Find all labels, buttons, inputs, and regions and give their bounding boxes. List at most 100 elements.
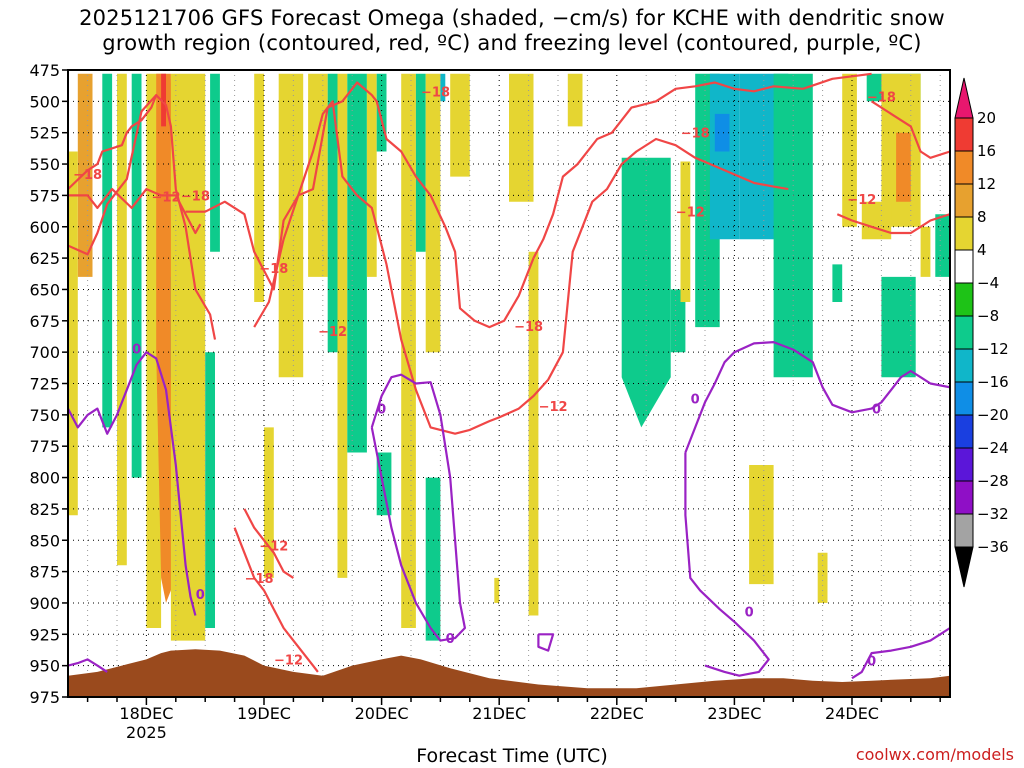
colorbar-segment xyxy=(954,480,974,515)
omega-region xyxy=(440,73,446,102)
omega-region xyxy=(425,477,441,641)
omega-region xyxy=(842,73,857,227)
freezing-level-label: 0 xyxy=(691,393,700,408)
colorbar-segment xyxy=(954,447,974,482)
omega-region xyxy=(714,113,730,152)
omega-region xyxy=(254,73,264,302)
dgz-contour-label: −12 xyxy=(318,325,347,340)
y-tick-label: 850 xyxy=(29,531,60,550)
omega-region xyxy=(680,161,691,302)
omega-region xyxy=(77,73,93,277)
colorbar-segment xyxy=(954,150,974,185)
grid-lines xyxy=(68,70,950,697)
colorbar-label: 20 xyxy=(977,109,996,127)
x-tick-label: 24DEC xyxy=(825,704,879,723)
dgz-contour-label: −12 xyxy=(274,653,303,668)
omega-region xyxy=(347,73,367,453)
x-axis-title: Forecast Time (UTC) xyxy=(416,745,608,767)
freezing-level-label: 0 xyxy=(196,588,205,603)
colorbar-segment xyxy=(954,348,974,383)
freezing-level-label: 0 xyxy=(377,403,386,418)
dgz-contour-label: −12 xyxy=(539,400,568,415)
colorbar-label: −12 xyxy=(977,340,1009,358)
omega-region xyxy=(210,73,220,252)
terrain-fill xyxy=(68,649,950,697)
x-tick-label: 23DEC xyxy=(707,704,761,723)
dgz-contour-line xyxy=(185,72,872,329)
freezing-level-label: 0 xyxy=(745,606,754,621)
omega-region xyxy=(131,73,142,478)
omega-region xyxy=(337,73,348,578)
dgz-contour-label: −18 xyxy=(181,189,210,204)
y-tick-label: 900 xyxy=(29,594,60,613)
colorbar-label: 12 xyxy=(977,175,996,193)
freezing-level-line xyxy=(370,373,466,642)
freezing-level-label: 0 xyxy=(867,655,876,670)
omega-region xyxy=(401,73,416,629)
omega-region xyxy=(817,552,828,603)
dgz-contour-line xyxy=(68,94,158,190)
y-tick-label: 725 xyxy=(29,375,60,394)
y-tick-label: 475 xyxy=(29,61,60,80)
x-tick-label: 18DEC xyxy=(119,704,173,723)
omega-region xyxy=(749,465,774,585)
omega-region xyxy=(509,73,534,202)
omega-region xyxy=(528,251,539,616)
y-tick-label: 625 xyxy=(29,249,60,268)
freezing-level-line xyxy=(684,452,770,677)
freezing-level-line xyxy=(68,658,108,673)
freezing-level-line xyxy=(851,627,950,680)
freezing-level-line xyxy=(537,633,555,652)
dgz-contour-label: −18 xyxy=(421,85,450,100)
chart-title: 2025121706 GFS Forecast Omega (shaded, −… xyxy=(79,6,945,55)
omega-region xyxy=(567,73,583,127)
dgz-contour-label: −12 xyxy=(847,193,876,208)
dgz-contour-label: −18 xyxy=(73,168,102,183)
y-tick-label: 825 xyxy=(29,500,60,519)
omega-shading xyxy=(68,73,950,641)
dgz-contour-line xyxy=(68,188,202,235)
y-tick-label: 675 xyxy=(29,312,60,331)
colorbar-label: −32 xyxy=(977,505,1009,523)
y-tick-label: 800 xyxy=(29,469,60,488)
dgz-contour-label: −18 xyxy=(514,320,543,335)
colorbar: 20 16 12 8 4 −4 −8 −12 −16 −20 −24 −28 −32 −36 xyxy=(954,77,1009,588)
y-tick-label: 775 xyxy=(29,437,60,456)
omega-region xyxy=(278,73,304,378)
y-tick-label: 875 xyxy=(29,563,60,582)
dgz-contour-line xyxy=(871,100,950,159)
y-tick-label: 600 xyxy=(29,218,60,237)
y-tick-label: 950 xyxy=(29,657,60,676)
colorbar-label: −16 xyxy=(977,373,1009,391)
omega-region xyxy=(161,73,166,127)
colorbar-label: 4 xyxy=(977,241,987,259)
omega-region xyxy=(709,73,740,240)
y-tick-label: 650 xyxy=(29,280,60,299)
y-tick-label: 500 xyxy=(29,92,60,111)
x-tick-sublabel: 2025 xyxy=(126,723,167,742)
freezing-level-line xyxy=(684,341,950,453)
freezing-level-label: 0 xyxy=(132,342,141,357)
colorbar-segment xyxy=(954,249,974,284)
dgz-contour-label: −18 xyxy=(867,90,896,105)
y-tick-label: 525 xyxy=(29,124,60,143)
colorbar-label: −20 xyxy=(977,406,1009,424)
colorbar-under-arrow xyxy=(954,546,974,588)
omega-region xyxy=(117,73,127,566)
dgz-contour-label: −12 xyxy=(259,539,288,554)
omega-region xyxy=(102,73,113,428)
dgz-contour-label: −12 xyxy=(152,191,181,206)
colorbar-label: −4 xyxy=(977,274,999,292)
omega-region xyxy=(327,73,338,353)
y-tick-label: 925 xyxy=(29,625,60,644)
y-tick-label: 750 xyxy=(29,406,60,425)
y-tick-label: 575 xyxy=(29,186,60,205)
dgz-contour-line xyxy=(233,527,319,673)
colorbar-segment xyxy=(954,216,974,251)
colorbar-label: 16 xyxy=(977,142,996,160)
freezing-level-line xyxy=(68,351,197,616)
colorbar-label: 8 xyxy=(977,208,987,226)
y-tick-label: 975 xyxy=(29,688,60,707)
terrain xyxy=(68,649,950,697)
omega-region xyxy=(935,214,950,277)
